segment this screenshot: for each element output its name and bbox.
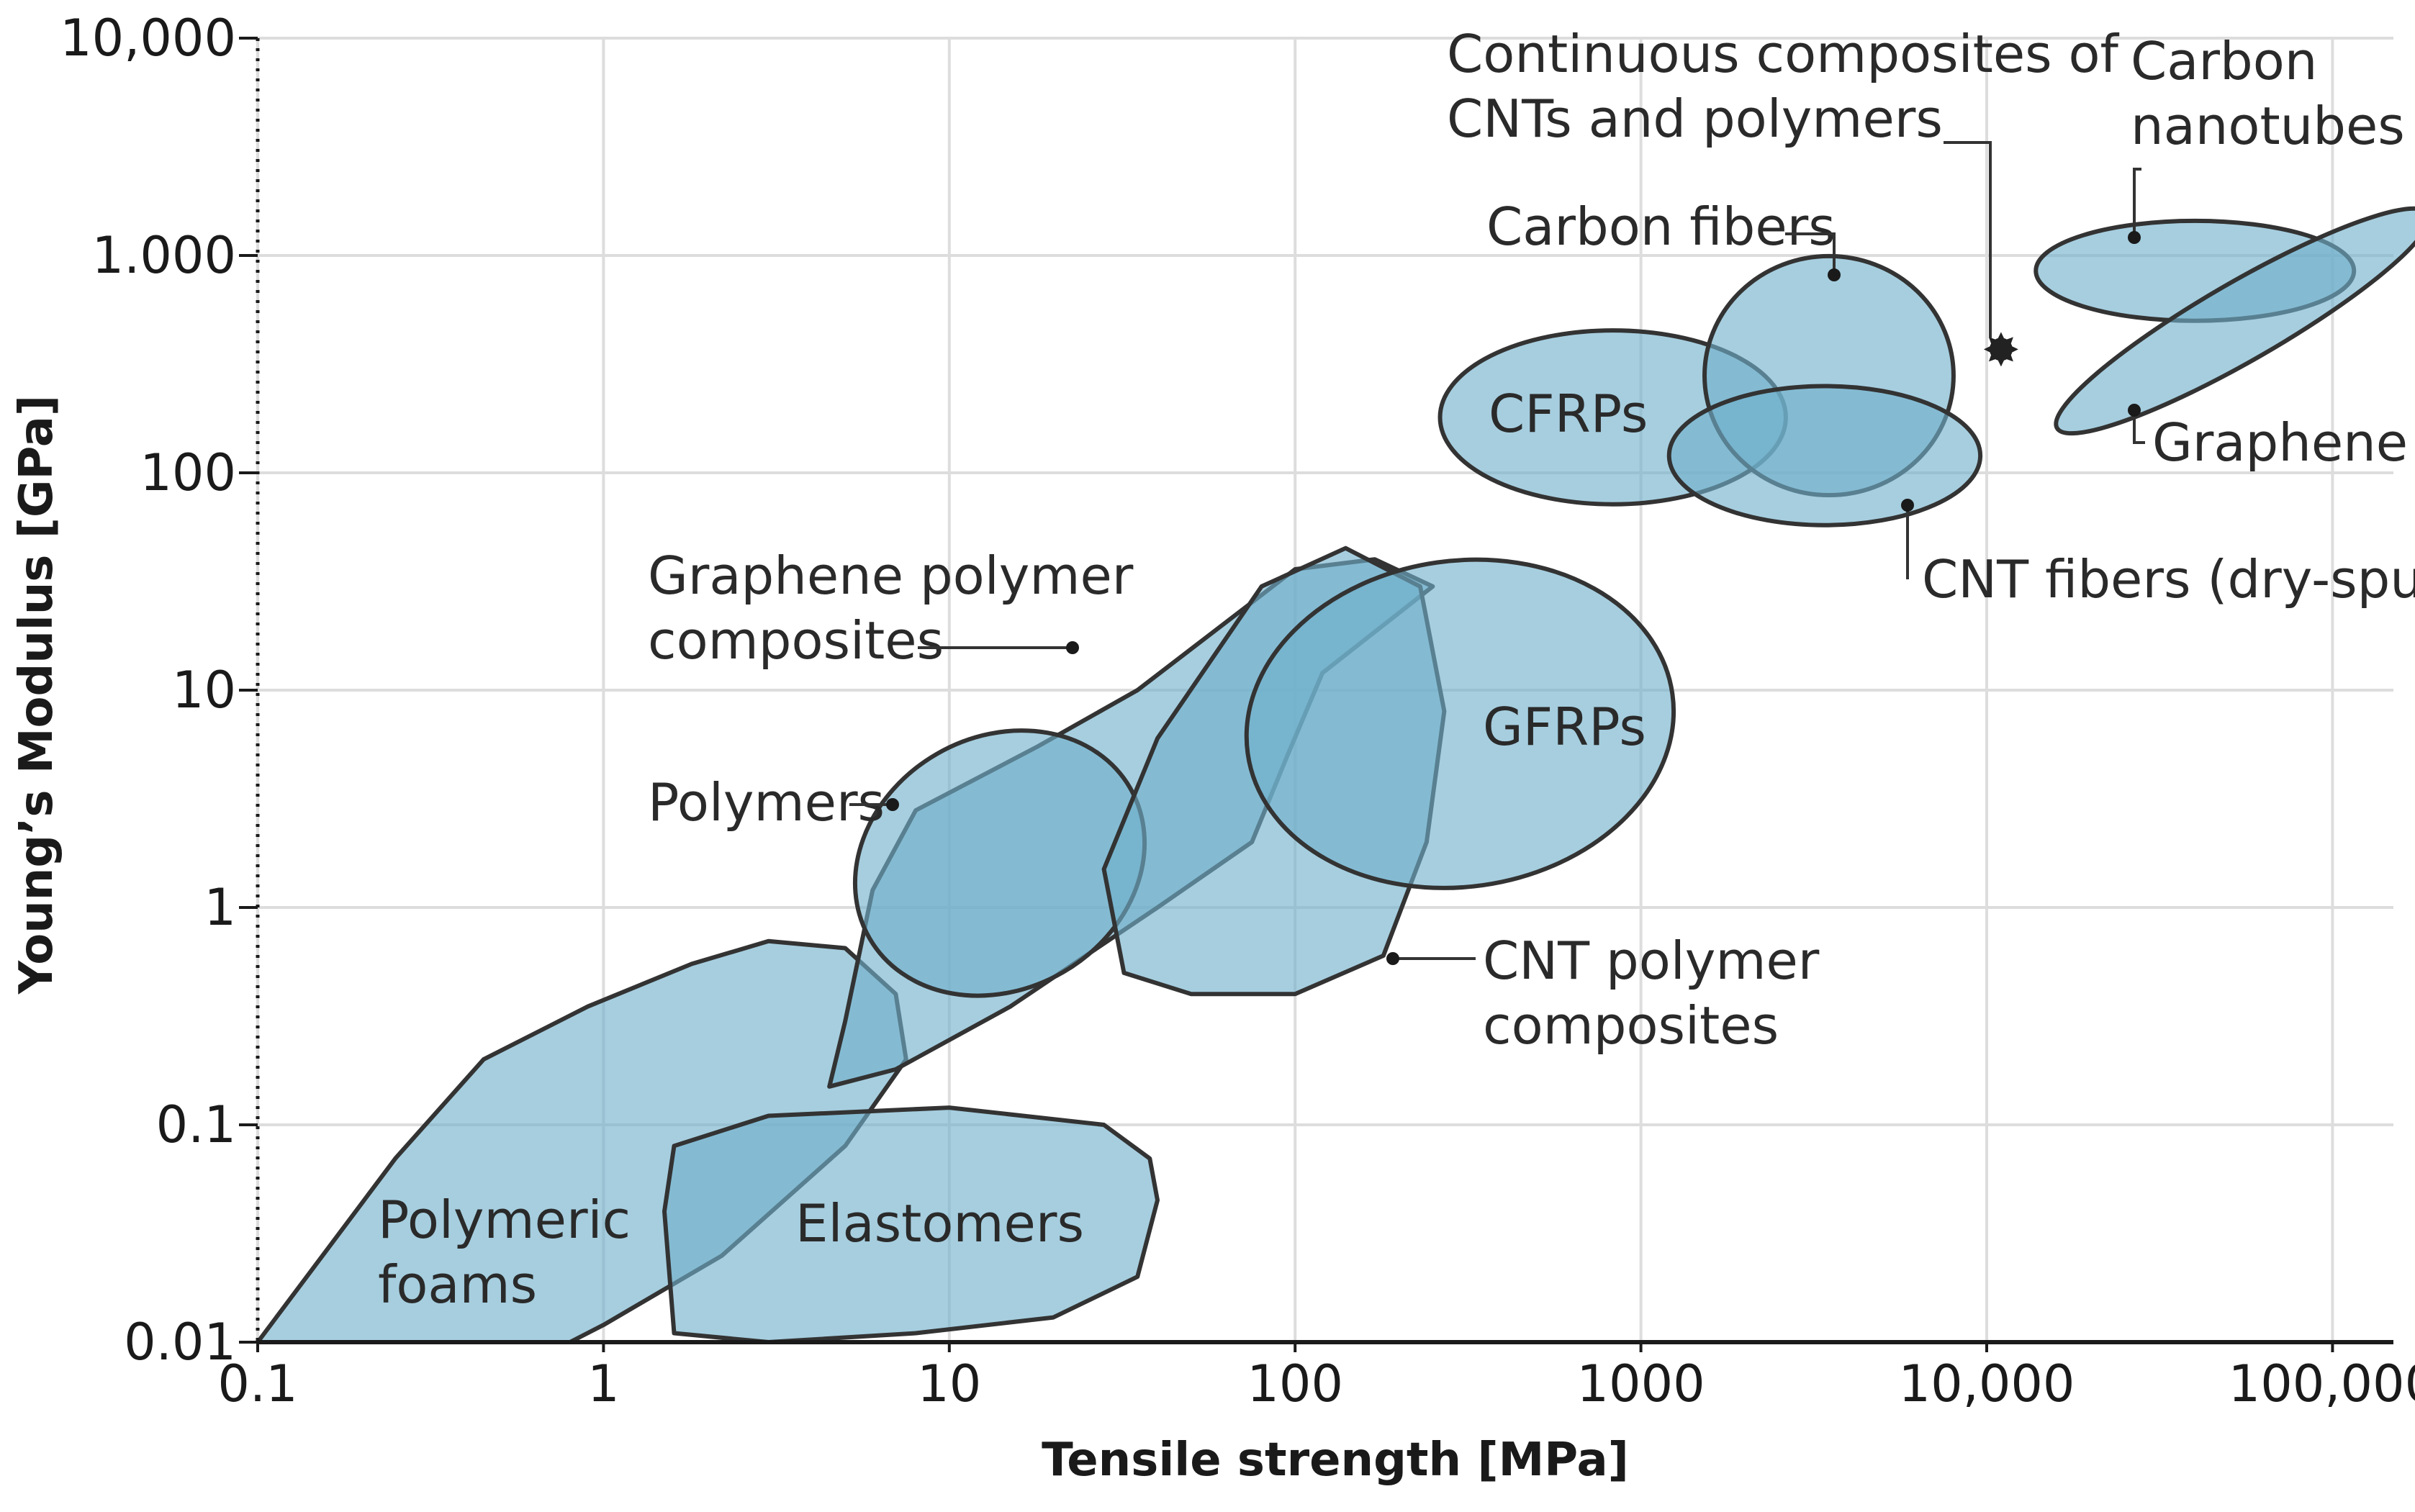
region-gfrps bbox=[1244, 557, 1676, 890]
region-elastomers bbox=[662, 1105, 1160, 1344]
continuous-composites-star bbox=[1983, 332, 2018, 367]
region-label: CNT polymer bbox=[1483, 931, 1820, 991]
leader-line bbox=[1944, 141, 1992, 338]
region-cnt-fibers-dry-spun bbox=[1666, 384, 1983, 528]
leader-dot bbox=[1828, 268, 1841, 281]
region-label: Graphene polymer bbox=[648, 546, 1134, 606]
region-label: composites bbox=[1483, 995, 1779, 1056]
region-label: composites bbox=[648, 610, 944, 671]
region-label: Graphene bbox=[2152, 412, 2408, 473]
region-label: Polymeric bbox=[378, 1190, 631, 1250]
x-tick-label: 10,000 bbox=[1899, 1354, 2075, 1413]
leader-dot bbox=[2128, 404, 2141, 417]
y-tick-label: 1.000 bbox=[92, 226, 236, 285]
y-tick-label: 100 bbox=[140, 443, 236, 502]
x-tick-label: 1 bbox=[587, 1354, 620, 1413]
y-tick-label: 10 bbox=[172, 661, 236, 720]
region-label: CNTs and polymers bbox=[1447, 89, 1943, 149]
grid-lines bbox=[256, 37, 2393, 1344]
y-tick-label: 1 bbox=[204, 878, 236, 937]
y-tick-label: 10,000 bbox=[60, 9, 236, 68]
leader-dot bbox=[1386, 952, 1399, 965]
leader-line bbox=[1785, 232, 1836, 275]
x-axis-title: Tensile strength [MPa] bbox=[1042, 1434, 1629, 1487]
region-label: Polymers bbox=[648, 772, 885, 833]
leader-dot bbox=[2128, 231, 2141, 244]
y-axis-title: Young’s Modulus [GPa] bbox=[10, 395, 63, 995]
axes: 0.1110100100010,000100,0000.010.11101001… bbox=[60, 9, 2415, 1413]
x-tick-label: 0.1 bbox=[217, 1354, 297, 1413]
region-label: nanotubes bbox=[2131, 96, 2405, 156]
leader-line bbox=[2133, 410, 2145, 444]
region-graphene bbox=[2054, 206, 2415, 436]
leader-line bbox=[2133, 168, 2141, 237]
region-graphene-polymer-composites bbox=[852, 728, 1147, 998]
x-tick-label: 10 bbox=[917, 1354, 981, 1413]
region-label: foams bbox=[378, 1254, 537, 1315]
region-label: Elastomers bbox=[795, 1193, 1084, 1254]
y-tick-label: 0.01 bbox=[124, 1313, 236, 1372]
region-label: GFRPs bbox=[1483, 697, 1646, 757]
region-label: Carbon bbox=[2131, 31, 2317, 91]
x-tick-label: 100,000 bbox=[2229, 1354, 2415, 1413]
leader-dot bbox=[886, 798, 899, 811]
x-tick-label: 100 bbox=[1247, 1354, 1343, 1413]
region-label: CNT fibers (dry-spun) bbox=[1922, 549, 2415, 610]
x-tick-label: 1000 bbox=[1577, 1354, 1705, 1413]
region-label: CFRPs bbox=[1489, 384, 1648, 444]
leader-dot bbox=[1901, 499, 1914, 512]
leader-dot bbox=[1066, 641, 1079, 654]
region-label: Carbon fibers bbox=[1486, 196, 1836, 257]
y-tick-label: 0.1 bbox=[156, 1095, 236, 1154]
material-regions bbox=[256, 206, 2415, 1344]
region-label: Continuous composites of bbox=[1447, 24, 2120, 84]
